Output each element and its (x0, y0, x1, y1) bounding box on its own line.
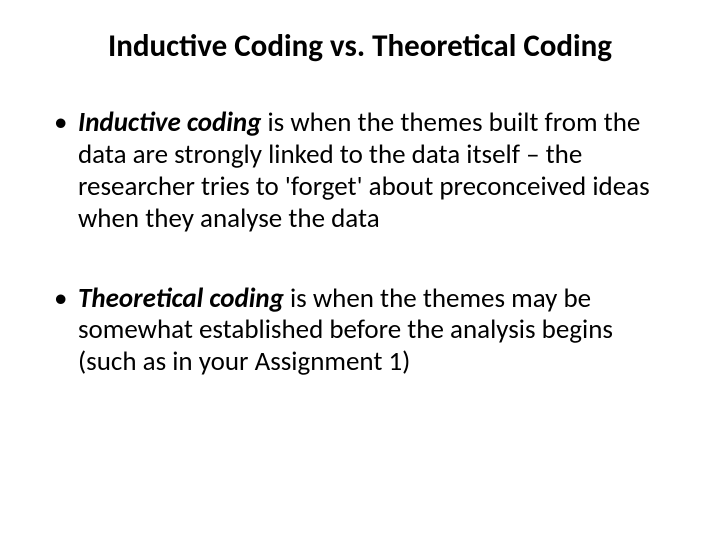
list-item: Theoretical coding is when the themes ma… (48, 283, 672, 379)
term-inductive: Inductive coding (78, 106, 261, 139)
slide-body: Inductive coding is when the themes buil… (48, 107, 672, 426)
slide-title: Inductive Coding vs. Theoretical Coding (48, 28, 672, 65)
slide: Inductive Coding vs. Theoretical Coding … (0, 0, 720, 540)
list-item: Inductive coding is when the themes buil… (48, 107, 672, 234)
bullet-list: Inductive coding is when the themes buil… (48, 107, 672, 378)
term-theoretical: Theoretical coding (78, 282, 284, 315)
